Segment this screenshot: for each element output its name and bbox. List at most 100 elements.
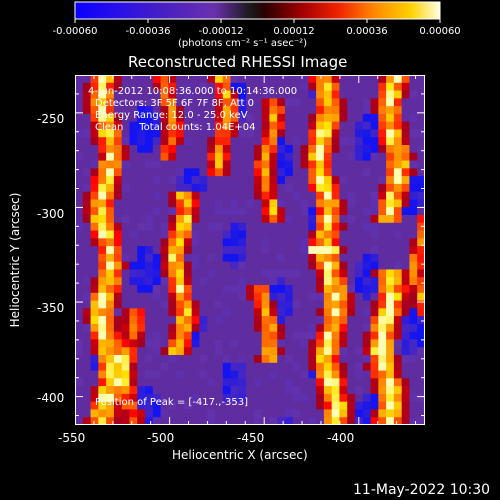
image-pixel [261,222,270,231]
image-pixel [378,253,387,263]
image-pixel [207,98,216,107]
image-pixel [75,113,84,123]
image-pixel [339,121,348,130]
image-pixel [393,207,403,216]
image-pixel [129,152,138,161]
image-pixel [378,90,387,99]
image-pixel [215,222,224,231]
image-pixel [191,168,200,177]
image-pixel [238,393,247,403]
image-pixel [355,393,364,403]
image-pixel [82,253,91,263]
image-pixel [230,176,239,185]
image-pixel [417,160,425,169]
image-pixel [230,90,239,99]
image-pixel [316,230,325,239]
image-pixel [261,230,270,239]
image-pixel [300,323,309,333]
image-pixel [347,113,356,123]
image-pixel [261,277,270,286]
image-pixel [393,370,403,379]
image-pixel [339,137,348,146]
image-pixel [75,308,84,317]
image-pixel [386,339,395,348]
image-pixel [207,370,216,379]
image-pixel [191,215,200,224]
image-pixel [238,269,247,278]
image-pixel [98,129,107,138]
image-pixel [292,152,301,161]
image-pixel [323,168,333,177]
image-pixel [323,246,333,255]
image-pixel [238,261,247,270]
image-pixel [207,378,216,387]
image-pixel [129,106,138,115]
image-pixel [168,207,177,216]
image-pixel [417,261,425,270]
image-pixel [339,183,348,193]
image-pixel [362,199,371,208]
image-pixel [222,176,231,185]
image-pixel [113,316,123,325]
image-pixel [137,409,146,418]
image-pixel [386,300,395,309]
image-pixel [82,347,91,356]
image-pixel [277,362,286,371]
image-pixel [417,409,425,418]
image-pixel [370,347,379,356]
image-pixel [222,401,231,410]
image-pixel [323,238,333,247]
image-pixel [82,331,91,340]
image-pixel [215,409,224,418]
image-pixel [269,261,278,270]
image-pixel [160,176,169,185]
image-pixel [215,137,224,146]
image-pixel [168,113,177,123]
image-pixel [75,90,84,99]
image-pixel [323,300,333,309]
image-pixel [82,222,91,231]
image-pixel [370,222,379,231]
image-pixel [176,207,185,216]
image-pixel [417,199,425,208]
image-pixel [82,129,91,138]
image-pixel [277,106,286,115]
colorbar-tick-label: 0.00036 [346,26,388,37]
image-pixel [129,417,138,425]
image-pixel [176,269,185,278]
image-pixel [292,417,301,425]
image-pixel [160,168,169,177]
image-pixel [230,285,239,294]
image-pixel [339,98,348,107]
image-pixel [215,90,224,99]
image-pixel [215,355,224,364]
image-pixel [106,417,115,425]
image-pixel [176,417,185,425]
image-pixel [285,215,294,224]
image-pixel [207,207,216,216]
image-pixel [106,261,115,270]
image-pixel [316,261,325,270]
image-pixel [347,246,356,255]
image-pixel [370,316,379,325]
image-pixel [261,292,270,301]
image-pixel [238,417,247,425]
image-pixel [129,409,138,418]
image-pixel [285,113,294,123]
image-pixel [261,393,270,403]
image-pixel [215,308,224,317]
image-pixel [168,370,177,379]
image-pixel [409,393,418,403]
image-pixel [75,75,84,84]
image-pixel [393,409,403,418]
image-pixel [316,308,325,317]
image-pixel [355,331,364,340]
image-pixel [230,417,239,425]
image-pixel [269,176,278,185]
image-pixel [183,300,193,309]
image-pixel [75,230,84,239]
image-pixel [300,75,309,84]
image-pixel [277,230,286,239]
image-pixel [300,417,309,425]
